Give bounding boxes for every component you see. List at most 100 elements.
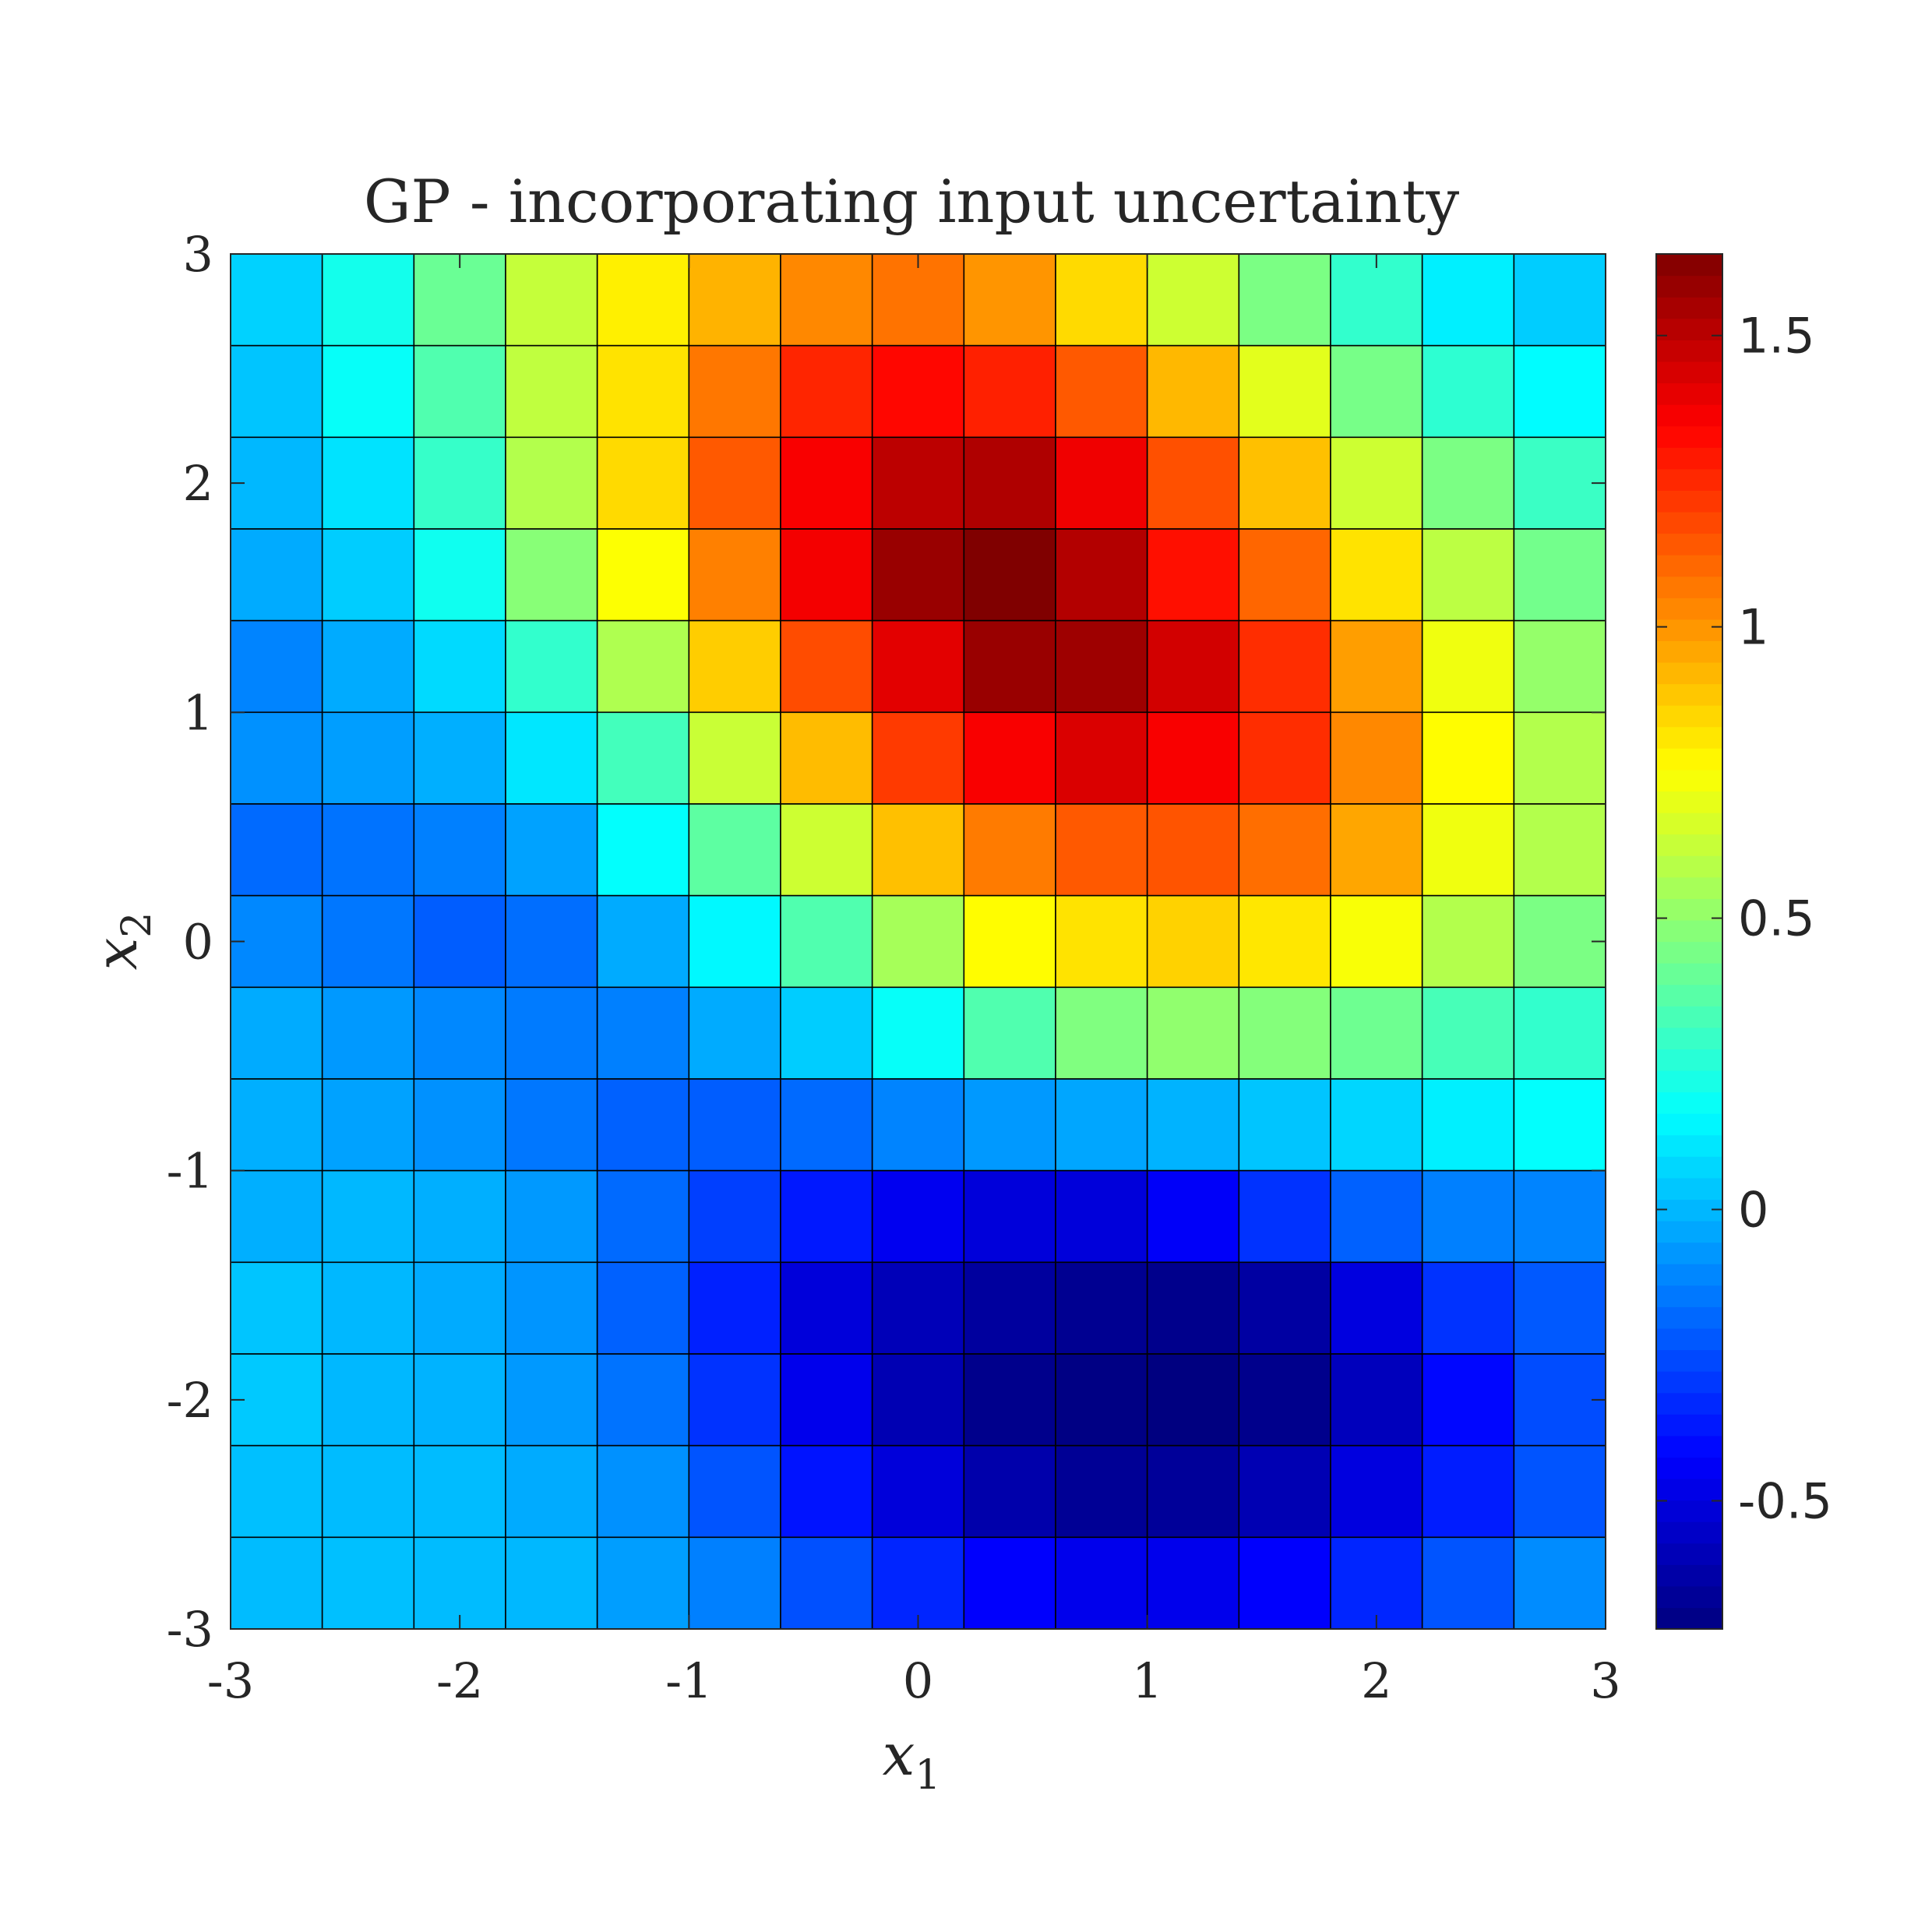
colorbar-segment bbox=[1656, 1349, 1722, 1372]
heatmap-cell bbox=[505, 894, 598, 989]
heatmap-cell bbox=[963, 1444, 1056, 1539]
heatmap-cell bbox=[505, 711, 598, 805]
heatmap-cell bbox=[230, 1536, 323, 1630]
heatmap-cell bbox=[1421, 436, 1515, 530]
heatmap-cell bbox=[596, 1169, 690, 1264]
heatmap-cell bbox=[1421, 344, 1515, 439]
colorbar-segment bbox=[1656, 1199, 1722, 1222]
heatmap-cell bbox=[780, 1353, 873, 1447]
heatmap-cell bbox=[1513, 528, 1606, 622]
heatmap-cell bbox=[780, 894, 873, 989]
heatmap-cell bbox=[1055, 253, 1148, 347]
heatmap-cell bbox=[780, 344, 873, 439]
heatmap-cell bbox=[1238, 1444, 1331, 1539]
heatmap-cell bbox=[871, 1078, 965, 1172]
heatmap-cell bbox=[688, 528, 781, 622]
colorbar-segment bbox=[1656, 340, 1722, 362]
colorbar-segment bbox=[1656, 834, 1722, 856]
heatmap-cell bbox=[230, 711, 323, 805]
heatmap-cell bbox=[1055, 894, 1148, 989]
heatmap-cell bbox=[230, 1169, 323, 1264]
colorbar-segment bbox=[1656, 1134, 1722, 1157]
colorbar-segment bbox=[1656, 919, 1722, 943]
colorbar-segment bbox=[1656, 791, 1722, 813]
heatmap-cell bbox=[1238, 436, 1331, 530]
heatmap-cell bbox=[596, 344, 690, 439]
heatmap-cell bbox=[688, 436, 781, 530]
heatmap-cell bbox=[871, 436, 965, 530]
heatmap-cell bbox=[1146, 344, 1240, 439]
colorbar-segment bbox=[1656, 876, 1722, 899]
heatmap-cell bbox=[230, 1078, 323, 1172]
heatmap-cell bbox=[963, 711, 1056, 805]
heatmap-cell bbox=[321, 619, 415, 714]
heatmap-cell bbox=[413, 619, 506, 714]
heatmap-cell bbox=[1146, 711, 1240, 805]
colorbar-segment bbox=[1656, 1327, 1722, 1351]
heatmap-cell bbox=[321, 528, 415, 622]
heatmap-cell bbox=[413, 1536, 506, 1630]
heatmap-cell bbox=[963, 1261, 1056, 1355]
colorbar-tick-label: 1.5 bbox=[1738, 308, 1815, 365]
heatmap-cell bbox=[780, 253, 873, 347]
heatmap-cell bbox=[321, 1353, 415, 1447]
heatmap-cell bbox=[505, 1078, 598, 1172]
heatmap-cell bbox=[505, 528, 598, 622]
colorbar-segment bbox=[1656, 1221, 1722, 1243]
heatmap-cell bbox=[1146, 1078, 1240, 1172]
heatmap-cell bbox=[963, 619, 1056, 714]
heatmap-cell bbox=[780, 1078, 873, 1172]
heatmap-cell bbox=[505, 986, 598, 1080]
heatmap-cell bbox=[505, 436, 598, 530]
heatmap-cell bbox=[1238, 1353, 1331, 1447]
heatmap-cell bbox=[1330, 986, 1423, 1080]
heatmap-cells bbox=[230, 253, 1606, 1630]
heatmap-cell bbox=[871, 711, 965, 805]
heatmap-cell bbox=[871, 1353, 965, 1447]
heatmap-cell bbox=[963, 1078, 1056, 1172]
y-tick-label: 3 bbox=[183, 226, 213, 283]
colorbar-segment bbox=[1656, 1264, 1722, 1286]
heatmap-cell bbox=[1513, 894, 1606, 989]
heatmap-cell bbox=[1421, 711, 1515, 805]
x-tick-label: -2 bbox=[436, 1652, 483, 1709]
colorbar-segment bbox=[1656, 1521, 1722, 1544]
colorbar-segment bbox=[1656, 297, 1722, 319]
colorbar-segment bbox=[1656, 640, 1722, 663]
heatmap-cell bbox=[1146, 528, 1240, 622]
heatmap-cell bbox=[780, 436, 873, 530]
heatmap-cell bbox=[505, 253, 598, 347]
heatmap-cell bbox=[1055, 528, 1148, 622]
heatmap-cell bbox=[1330, 1169, 1423, 1264]
heatmap-cell bbox=[596, 528, 690, 622]
heatmap-cell bbox=[688, 803, 781, 897]
heatmap-cell bbox=[413, 528, 506, 622]
heatmap-cell bbox=[413, 894, 506, 989]
heatmap-cell bbox=[321, 1536, 415, 1630]
heatmap-cell bbox=[1146, 436, 1240, 530]
colorbar-segment bbox=[1656, 1478, 1722, 1501]
colorbar-segment bbox=[1656, 619, 1722, 642]
heatmap-cell bbox=[871, 1261, 965, 1355]
colorbar-segment bbox=[1656, 1435, 1722, 1458]
colorbar-segment bbox=[1656, 468, 1722, 491]
heatmap-cell bbox=[505, 803, 598, 897]
chart-title: GP - incorporating input uncertainty bbox=[364, 167, 1459, 236]
heatmap-cell bbox=[413, 711, 506, 805]
colorbar-segment bbox=[1656, 683, 1722, 706]
x-tick-label: 1 bbox=[1132, 1652, 1162, 1709]
heatmap-cell bbox=[413, 436, 506, 530]
heatmap-cell bbox=[688, 619, 781, 714]
heatmap-cell bbox=[1146, 1444, 1240, 1539]
colorbar-segment bbox=[1656, 383, 1722, 405]
heatmap-cell bbox=[1055, 436, 1148, 530]
colorbar-segment bbox=[1656, 1585, 1722, 1609]
colorbar-segment bbox=[1656, 1242, 1722, 1264]
heatmap-cell bbox=[1513, 1444, 1606, 1539]
heatmap-cell bbox=[688, 1444, 781, 1539]
heatmap-cell bbox=[321, 1078, 415, 1172]
y-tick-label: 1 bbox=[183, 684, 213, 741]
colorbar-segment bbox=[1656, 984, 1722, 1007]
heatmap-cell bbox=[688, 1261, 781, 1355]
